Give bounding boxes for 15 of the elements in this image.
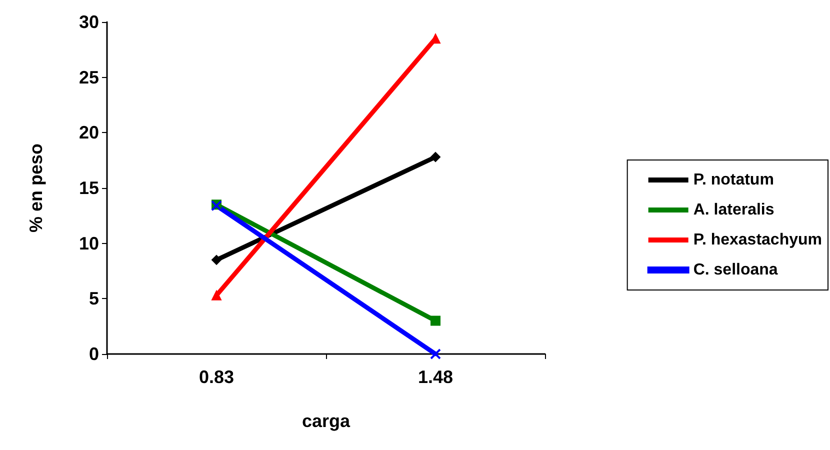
x-tick-label: 1.48 [418,367,454,387]
x-axis-title: carga [302,411,351,431]
legend-label: P. notatum [693,172,774,188]
legend-label: C. selloana [693,262,778,278]
y-tick-label: 15 [78,178,99,198]
y-tick-label: 5 [88,288,99,309]
x-tick-label: 0.83 [198,367,234,387]
y-axis-title: % en peso [26,143,46,233]
y-tick-label: 25 [78,67,99,88]
y-tick-label: 0 [88,344,99,364]
legend-label: P. hexastachyum [693,232,822,248]
legend-label: A. lateralis [693,202,774,218]
y-tick-label: 30 [78,12,99,32]
y-tick-label: 10 [78,233,99,254]
y-tick-label: 20 [78,122,99,143]
